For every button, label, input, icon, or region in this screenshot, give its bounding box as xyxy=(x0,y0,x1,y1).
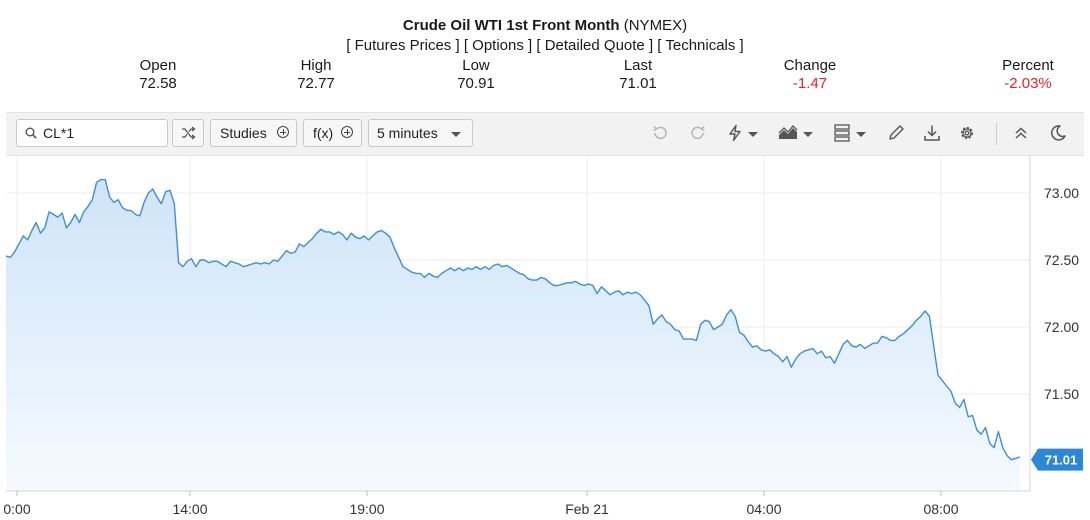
moon-icon[interactable] xyxy=(1049,124,1067,142)
gear-icon[interactable] xyxy=(958,124,976,142)
y-tick-label: 72.50 xyxy=(1044,252,1079,268)
interval-select[interactable]: 5 minutes xyxy=(368,119,473,147)
price-chart-svg[interactable]: 73.00 72.50 72.00 71.50 0:00 14:00 19:00 Feb 21… xyxy=(0,155,1090,520)
y-tick-label: 72.00 xyxy=(1044,319,1079,335)
symbol-input[interactable] xyxy=(43,124,161,142)
add-circle-icon xyxy=(341,126,353,138)
symbol-search[interactable] xyxy=(16,119,168,147)
y-tick-label: 71.50 xyxy=(1044,386,1079,402)
options-link[interactable]: [ Options ] xyxy=(463,37,533,54)
price-line xyxy=(5,178,1021,461)
x-tick-label: 04:00 xyxy=(746,501,781,517)
chart-toolbar: Studies f(x) 5 minutes xyxy=(6,112,1084,156)
studies-button[interactable]: Studies xyxy=(210,119,297,147)
download-icon[interactable] xyxy=(923,124,941,142)
stat-value: 72.77 xyxy=(297,75,335,92)
price-area-fill xyxy=(6,179,1020,491)
price-chart[interactable]: 73.00 72.50 72.00 71.50 0:00 14:00 19:00 Feb 21… xyxy=(0,155,1090,520)
stat-label: Open xyxy=(139,57,177,74)
toolbar-divider xyxy=(996,123,997,145)
chevron-down-icon xyxy=(803,132,813,137)
stat-value: 70.91 xyxy=(457,75,495,92)
stat-last: Last 71.01 xyxy=(602,57,674,93)
stat-high: High 72.77 xyxy=(276,57,356,93)
stat-value: 71.01 xyxy=(619,75,657,92)
x-tick-label: Feb 21 xyxy=(565,501,609,517)
x-tick-label: 08:00 xyxy=(923,501,958,517)
chevron-down-icon xyxy=(451,132,461,137)
stat-label: High xyxy=(300,57,332,74)
layout-icon[interactable] xyxy=(834,124,850,142)
stat-label: Change xyxy=(783,57,837,74)
shuffle-icon xyxy=(182,126,196,140)
last-price-label: 71.01 xyxy=(1045,453,1078,468)
stat-open: Open 72.58 xyxy=(118,57,198,93)
chart-type-icon[interactable] xyxy=(778,124,798,142)
stat-value: -1.47 xyxy=(792,75,828,92)
stat-value: -2.03% xyxy=(1004,75,1052,92)
redo-icon[interactable] xyxy=(689,124,707,142)
undo-icon[interactable] xyxy=(651,124,669,142)
search-icon xyxy=(25,127,37,139)
x-tick-label: 0:00 xyxy=(3,501,30,517)
stat-percent: Percent -2.03% xyxy=(988,57,1068,93)
studies-label: Studies xyxy=(220,125,267,141)
stat-change: Change -1.47 xyxy=(770,57,850,93)
fx-button[interactable]: f(x) xyxy=(303,119,362,147)
y-tick-label: 73.00 xyxy=(1044,185,1079,201)
stat-label: Last xyxy=(623,57,653,74)
stat-label: Percent xyxy=(1002,57,1054,74)
stat-label: Low xyxy=(462,57,490,74)
add-circle-icon xyxy=(277,126,289,138)
exchange-name: (NYMEX) xyxy=(623,17,688,34)
compare-button[interactable] xyxy=(172,119,204,147)
stat-value: 72.58 xyxy=(139,75,177,92)
x-tick-label: 14:00 xyxy=(172,501,207,517)
instrument-name: Crude Oil WTI 1st Front Month xyxy=(402,17,620,34)
interval-label: 5 minutes xyxy=(377,125,438,141)
chevron-down-icon xyxy=(748,132,758,137)
lightning-icon[interactable] xyxy=(726,124,744,142)
last-price-tag xyxy=(1031,448,1083,471)
technicals-link[interactable]: [ Technicals ] xyxy=(657,37,744,54)
detailed-quote-link[interactable]: [ Detailed Quote ] xyxy=(536,37,654,54)
collapse-icon[interactable] xyxy=(1013,124,1029,142)
pencil-icon[interactable] xyxy=(887,124,905,142)
chevron-down-icon xyxy=(856,132,866,137)
x-tick-label: 19:00 xyxy=(349,501,384,517)
futures-prices-link[interactable]: [ Futures Prices ] xyxy=(346,37,460,54)
quote-links: [ Futures Prices ] [ Options ] [ Detaile… xyxy=(0,37,1090,55)
quote-title: Crude Oil WTI 1st Front Month (NYMEX) xyxy=(0,17,1090,35)
fx-label: f(x) xyxy=(313,125,334,141)
stat-low: Low 70.91 xyxy=(440,57,512,93)
